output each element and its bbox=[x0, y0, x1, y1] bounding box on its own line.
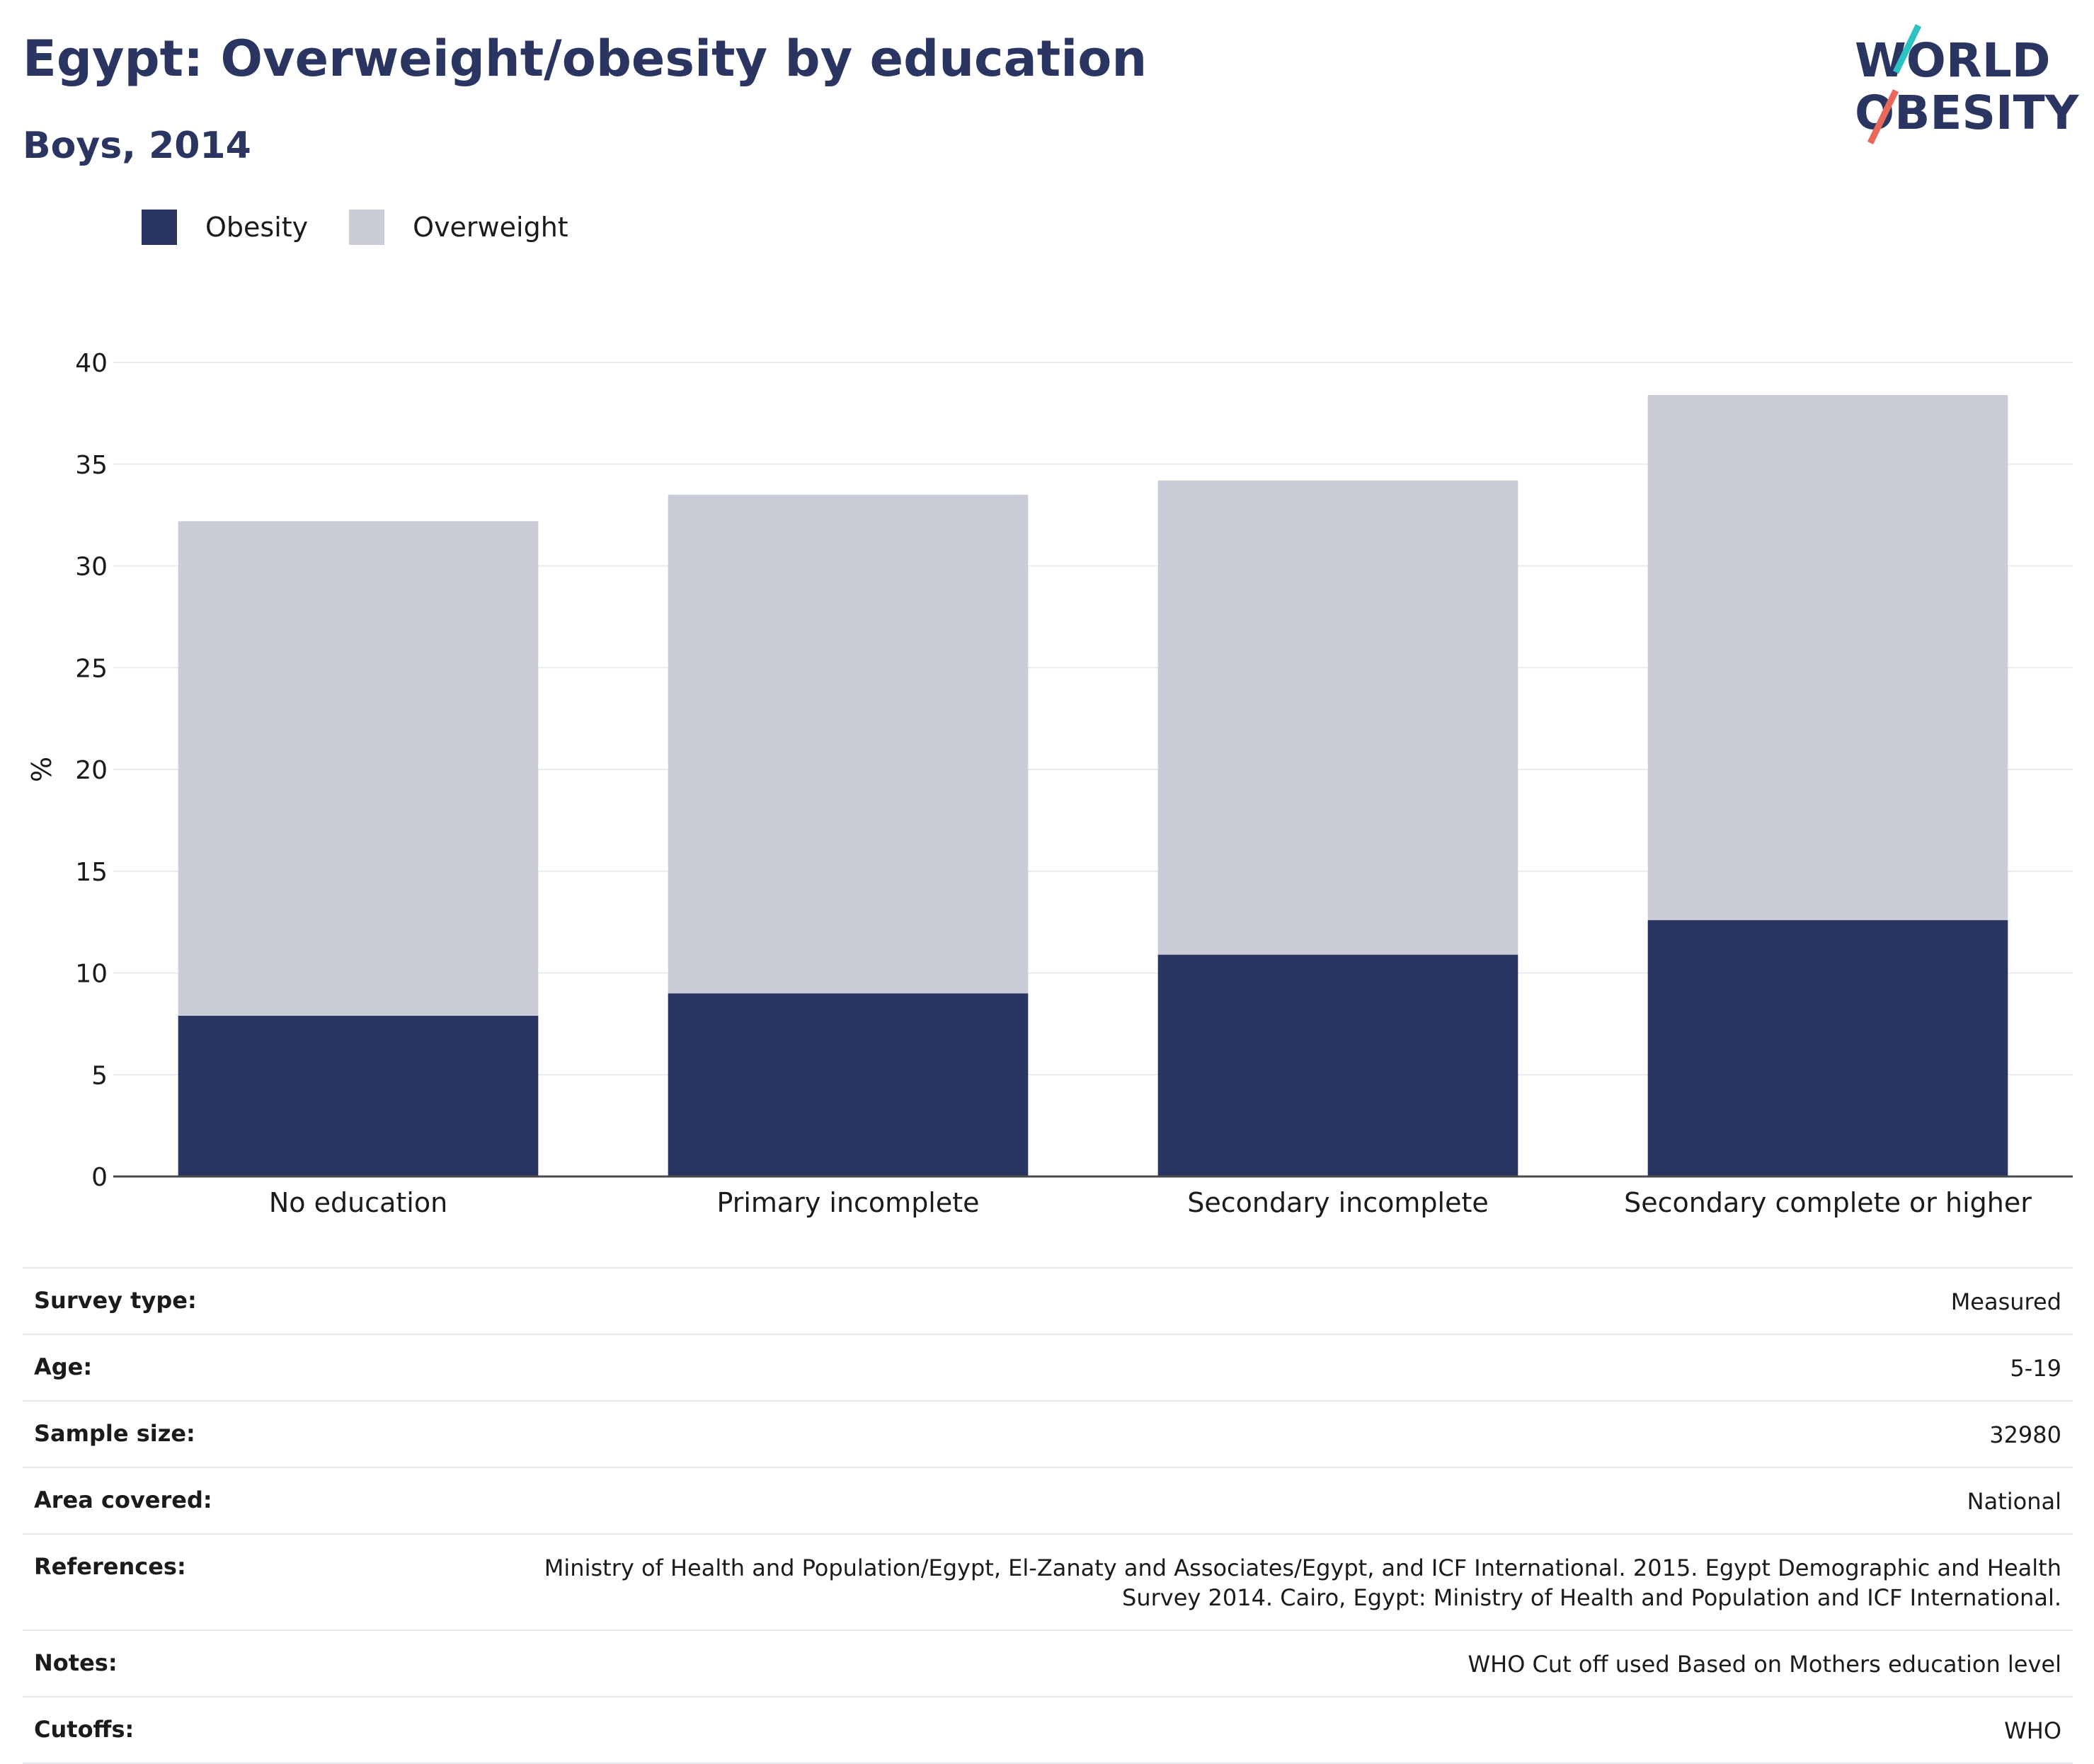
y-tick-label: 5 bbox=[91, 1061, 108, 1090]
meta-row-survey-type: Survey type: Measured bbox=[23, 1268, 2073, 1335]
y-tick-label: 0 bbox=[91, 1163, 108, 1192]
bar-obesity-1 bbox=[668, 993, 1029, 1176]
bar-overweight-2 bbox=[1157, 480, 1518, 955]
legend-swatch-obesity bbox=[142, 210, 177, 245]
meta-value: Measured bbox=[1950, 1288, 2061, 1315]
y-tick-label: 10 bbox=[75, 960, 108, 989]
meta-value: WHO bbox=[2004, 1717, 2061, 1744]
meta-row-age: Age: 5-19 bbox=[23, 1335, 2073, 1402]
meta-value: WHO Cut off used Based on Mothers educat… bbox=[1467, 1651, 2061, 1678]
y-tick-label: 20 bbox=[75, 756, 108, 785]
logo-line1: WORLD bbox=[1855, 33, 2051, 88]
meta-row-notes: Notes: WHO Cut off used Based on Mothers… bbox=[23, 1631, 2073, 1697]
meta-row-sample-size: Sample size: 32980 bbox=[23, 1402, 2073, 1468]
meta-label: Notes: bbox=[34, 1649, 118, 1676]
y-tick-label: 15 bbox=[75, 858, 108, 887]
legend-item-overweight[interactable]: Overweight bbox=[349, 210, 568, 245]
chart-title: Egypt: Overweight/obesity by education bbox=[23, 30, 1148, 88]
chart-legend: Obesity Overweight bbox=[142, 210, 610, 245]
legend-label-obesity: Obesity bbox=[205, 212, 309, 243]
x-tick-label: Primary incomplete bbox=[716, 1187, 979, 1218]
meta-label: Age: bbox=[34, 1353, 93, 1380]
meta-row-references: References: Ministry of Health and Popul… bbox=[23, 1535, 2073, 1631]
stacked-bar-chart: 0 5 10 15 20 25 30 35 40% No education Primary inc… bbox=[26, 349, 2073, 1218]
legend-swatch-overweight bbox=[349, 210, 385, 245]
bar-obesity-0 bbox=[178, 1015, 539, 1176]
y-tick-label: 35 bbox=[75, 451, 108, 480]
y-tick-label: 40 bbox=[75, 349, 108, 378]
meta-label: Survey type: bbox=[34, 1287, 197, 1314]
y-tick-label: 30 bbox=[75, 553, 108, 582]
x-tick-label: Secondary complete or higher bbox=[1624, 1187, 2032, 1218]
bar-obesity-3 bbox=[1647, 920, 2008, 1176]
y-tick-label: 25 bbox=[75, 654, 108, 683]
legend-label-overweight: Overweight bbox=[413, 212, 568, 243]
legend-item-obesity[interactable]: Obesity bbox=[142, 210, 308, 245]
meta-label: Area covered: bbox=[34, 1487, 212, 1513]
meta-label: References: bbox=[34, 1553, 186, 1580]
x-tick-label: No education bbox=[269, 1187, 447, 1218]
meta-label: Sample size: bbox=[34, 1420, 195, 1447]
bar-overweight-0 bbox=[178, 521, 539, 1016]
world-obesity-logo: WORLD OBESITY bbox=[1855, 24, 2080, 144]
bar-overweight-1 bbox=[668, 494, 1029, 994]
meta-row-cutoffs: Cutoffs: WHO bbox=[23, 1697, 2073, 1764]
meta-value: 5-19 bbox=[2010, 1355, 2061, 1382]
meta-row-area-covered: Area covered: National bbox=[23, 1468, 2073, 1535]
chart-subtitle: Boys, 2014 bbox=[23, 125, 251, 167]
bar-obesity-2 bbox=[1157, 954, 1518, 1176]
y-axis-label: % bbox=[26, 757, 57, 782]
logo-accent-coral bbox=[1867, 89, 1899, 144]
x-tick-label: Secondary incomplete bbox=[1187, 1187, 1488, 1218]
meta-value: 32980 bbox=[1989, 1421, 2061, 1448]
bar-overweight-3 bbox=[1647, 395, 2008, 920]
meta-label: Cutoffs: bbox=[34, 1716, 135, 1743]
meta-value: National bbox=[1967, 1488, 2061, 1515]
logo-accent-teal bbox=[1892, 24, 1922, 74]
meta-value: Ministry of Health and Population/Egypt,… bbox=[544, 1554, 2061, 1611]
survey-metadata-table: Survey type: Measured Age: 5-19 Sample s… bbox=[23, 1267, 2073, 1764]
